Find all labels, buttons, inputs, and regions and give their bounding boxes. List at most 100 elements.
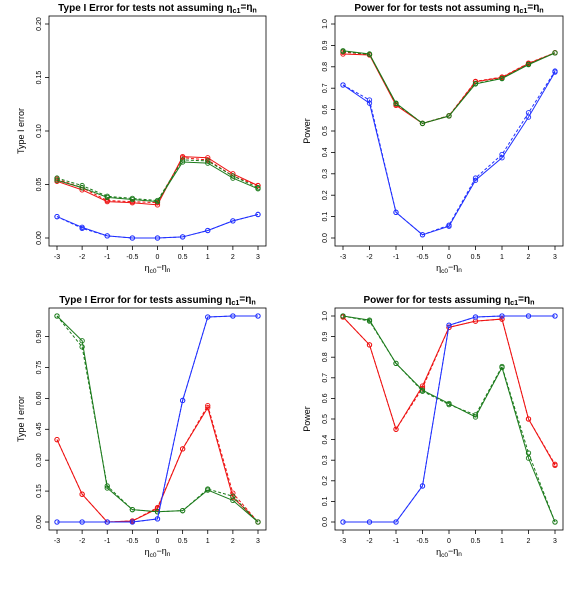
x-tick-label: 0 xyxy=(447,538,451,545)
y-tick-label: 0.00 xyxy=(36,515,43,529)
x-tick-label: -2 xyxy=(366,538,372,545)
y-tick-label: 0.3 xyxy=(322,169,329,179)
x-tick-label: -3 xyxy=(54,254,60,261)
data-point-solid xyxy=(255,519,261,525)
x-tick-label: -3 xyxy=(54,538,60,545)
x-tick-label: 2 xyxy=(527,538,531,545)
data-point-solid xyxy=(472,81,479,87)
data-point-solid xyxy=(472,414,479,420)
y-tick-label: 0.4 xyxy=(322,147,329,157)
data-point-solid xyxy=(525,62,532,68)
y-tick-label: 0.90 xyxy=(36,330,43,344)
data-point-solid xyxy=(54,213,60,220)
series-line-dashed xyxy=(56,159,259,202)
x-axis-label: ηc0−ηn xyxy=(145,262,171,275)
data-point-solid xyxy=(419,387,426,393)
data-point-solid xyxy=(205,487,211,493)
data-point-solid xyxy=(129,519,136,525)
x-tick-label: 3 xyxy=(256,254,260,261)
data-point-solid xyxy=(154,509,161,515)
data-point-solid xyxy=(179,159,186,165)
data-point-solid xyxy=(79,491,85,497)
x-tick-label: 3 xyxy=(553,538,557,545)
data-point-solid xyxy=(104,194,110,200)
x-tick-label: 0 xyxy=(156,254,160,261)
data-point-solid xyxy=(205,405,211,411)
series-line-dashed xyxy=(56,213,259,239)
x-tick-label: -1 xyxy=(393,538,399,545)
data-point-solid xyxy=(366,317,373,323)
x-tick-label: 0.5 xyxy=(471,254,481,261)
y-tick-label: 0.8 xyxy=(322,62,329,72)
y-tick-label: 0.7 xyxy=(322,373,329,383)
data-point-solid xyxy=(525,455,532,461)
x-tick-label: 0.5 xyxy=(471,538,481,545)
y-tick-label: 0.05 xyxy=(36,178,43,192)
series-3 xyxy=(340,68,558,238)
data-point-solid xyxy=(499,155,505,161)
data-point-solid xyxy=(104,485,110,491)
data-point-solid xyxy=(552,519,558,525)
y-tick-label: 0.5 xyxy=(322,414,329,424)
x-tick-label: 3 xyxy=(256,538,260,545)
data-point-solid xyxy=(54,436,60,443)
x-tick-label: -0.5 xyxy=(416,538,428,545)
x-tick-label: -2 xyxy=(79,538,85,545)
data-point-solid xyxy=(366,51,373,57)
data-point-solid xyxy=(393,100,399,106)
y-tick-label: 0.60 xyxy=(36,391,43,405)
series-1 xyxy=(54,402,261,525)
y-axis-label: Type I error xyxy=(16,396,26,442)
x-tick-label: -1 xyxy=(104,254,110,261)
data-point-solid xyxy=(54,313,60,319)
data-point-solid xyxy=(255,182,261,189)
data-point-solid xyxy=(205,155,211,161)
x-tick-label: 2 xyxy=(231,538,235,545)
series-line-solid xyxy=(56,213,259,239)
x-tick-label: -2 xyxy=(79,254,85,261)
y-tick-label: 0.7 xyxy=(322,83,329,93)
series-line-dashed xyxy=(56,157,259,204)
data-point-solid xyxy=(104,233,110,239)
y-tick-label: 0.75 xyxy=(36,361,43,375)
data-point-solid xyxy=(230,218,236,224)
data-point-solid xyxy=(230,313,236,319)
chart-title: Type I Error for tests not assuming ηc1=… xyxy=(58,2,257,15)
y-tick-label: 0.1 xyxy=(322,496,329,506)
data-point-solid xyxy=(230,497,236,504)
y-tick-label: 0.30 xyxy=(36,453,43,467)
y-tick-label: 0.9 xyxy=(322,332,329,342)
data-point-solid xyxy=(340,313,346,319)
y-tick-label: 0.8 xyxy=(322,352,329,362)
data-point-solid xyxy=(525,313,532,319)
data-point-solid xyxy=(79,185,85,191)
series-2 xyxy=(340,313,558,525)
data-point-solid xyxy=(525,114,532,120)
data-point-solid xyxy=(255,313,261,319)
y-tick-label: 0.3 xyxy=(322,455,329,465)
data-point-solid xyxy=(129,506,136,513)
series-line-solid xyxy=(342,315,556,523)
y-tick-label: 0.15 xyxy=(36,71,43,85)
data-point-solid xyxy=(340,519,346,525)
chart-title: Power for for tests not assuming ηc1=ηn xyxy=(354,2,543,15)
data-point-solid xyxy=(179,234,186,240)
data-point-solid xyxy=(79,338,85,344)
chart-panel-1: Type I Error for tests not assuming ηc1=… xyxy=(16,2,267,275)
x-tick-label: 2 xyxy=(231,254,235,261)
x-tick-label: 2 xyxy=(527,254,531,261)
series-3 xyxy=(54,313,261,525)
series-line-solid xyxy=(56,315,259,523)
series-2 xyxy=(340,48,558,127)
data-point-solid xyxy=(472,314,479,320)
data-point-solid xyxy=(552,50,558,56)
y-tick-label: 0.6 xyxy=(322,393,329,403)
data-point-solid xyxy=(393,426,399,432)
data-point-solid xyxy=(340,48,346,54)
data-point-solid xyxy=(104,519,110,525)
series-line-solid xyxy=(342,316,556,466)
data-point-solid xyxy=(472,177,479,183)
series-line-dashed xyxy=(57,315,258,523)
data-point-solid xyxy=(499,75,505,82)
x-tick-label: -3 xyxy=(340,254,346,261)
